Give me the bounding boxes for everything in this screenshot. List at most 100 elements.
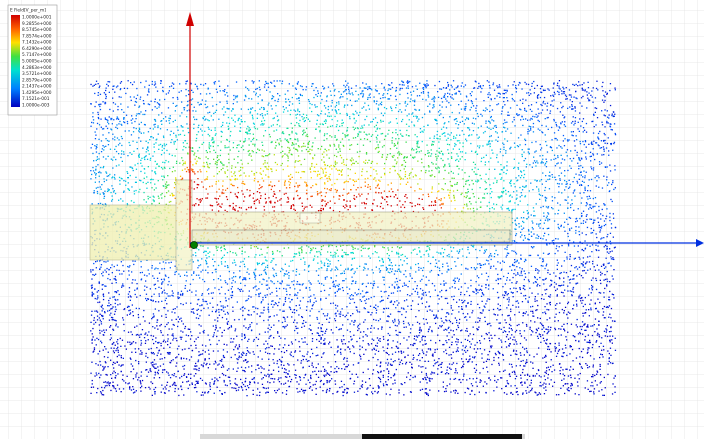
field-point: [318, 93, 319, 94]
field-point: [365, 163, 366, 164]
field-point: [501, 208, 502, 209]
field-point: [336, 156, 337, 157]
field-point: [367, 187, 368, 188]
field-point: [332, 119, 333, 120]
field-point: [597, 299, 598, 300]
field-point: [454, 146, 455, 147]
field-point: [406, 124, 407, 125]
field-point: [506, 255, 507, 256]
field-point: [603, 280, 604, 281]
field-point: [184, 109, 185, 110]
field-point: [529, 95, 530, 96]
field-point: [335, 164, 336, 165]
field-point: [441, 367, 442, 368]
field-point: [142, 329, 143, 330]
field-point: [601, 266, 602, 267]
field-point: [445, 329, 446, 330]
field-point: [279, 381, 280, 382]
field-point: [91, 315, 92, 316]
field-point: [407, 286, 408, 287]
field-point: [599, 369, 600, 370]
field-point: [218, 159, 219, 160]
field-point: [112, 123, 113, 124]
field-point: [346, 135, 347, 136]
field-point: [547, 219, 548, 220]
field-point: [105, 119, 106, 120]
field-point: [578, 157, 579, 158]
field-point: [108, 123, 109, 124]
field-point: [553, 240, 554, 241]
field-point: [490, 158, 491, 159]
field-point: [580, 193, 581, 194]
field-point: [312, 390, 313, 391]
field-point: [321, 159, 322, 160]
field-point: [606, 279, 607, 280]
field-point: [421, 189, 422, 190]
field-point: [574, 123, 575, 124]
field-point: [135, 342, 136, 343]
field-point: [315, 137, 316, 138]
field-point: [327, 382, 328, 383]
field-point: [543, 228, 544, 229]
field-point: [350, 299, 351, 300]
field-point: [515, 378, 516, 379]
field-point: [401, 165, 402, 166]
field-point: [372, 287, 373, 288]
field-point: [136, 182, 137, 183]
field-point: [99, 351, 100, 352]
field-point: [352, 268, 353, 269]
field-point: [299, 376, 300, 377]
field-point: [540, 382, 541, 383]
field-point: [563, 378, 564, 379]
field-point: [478, 277, 479, 278]
field-point: [542, 294, 543, 295]
field-point: [218, 198, 219, 199]
field-point: [472, 338, 473, 339]
field-point: [203, 308, 204, 309]
field-point: [140, 387, 141, 388]
field-point: [466, 96, 467, 97]
field-point: [470, 93, 471, 94]
field-point: [524, 174, 525, 175]
field-point: [324, 369, 325, 370]
field-point: [512, 394, 513, 395]
field-point: [529, 329, 530, 330]
field-point: [94, 317, 95, 318]
field-point: [579, 112, 580, 113]
field-point: [586, 91, 587, 92]
field-point: [253, 351, 254, 352]
field-point: [375, 353, 376, 354]
field-point: [328, 176, 329, 177]
field-point: [571, 104, 572, 105]
field-point: [217, 155, 218, 156]
field-point: [251, 141, 252, 142]
field-point: [512, 196, 513, 197]
field-point: [412, 300, 413, 301]
field-point: [490, 193, 491, 194]
field-point: [593, 198, 594, 199]
field-point: [130, 359, 131, 360]
field-point: [551, 371, 552, 372]
field-point: [194, 153, 195, 154]
field-point: [159, 104, 160, 105]
field-point: [239, 289, 240, 290]
field-point: [462, 345, 463, 346]
field-point: [378, 109, 379, 110]
field-point: [389, 85, 390, 86]
field-point: [495, 131, 496, 132]
field-point: [404, 357, 405, 358]
field-point: [520, 375, 521, 376]
field-point: [335, 380, 336, 381]
field-point: [149, 273, 150, 274]
field-point: [537, 317, 538, 318]
field-point: [360, 358, 361, 359]
field-point: [610, 83, 611, 84]
field-point: [407, 263, 408, 264]
field-point: [570, 366, 571, 367]
field-point: [545, 90, 546, 91]
field-point: [290, 261, 291, 262]
field-point: [541, 324, 542, 325]
field-point: [370, 189, 371, 190]
field-point: [524, 285, 525, 286]
field-point: [324, 315, 325, 316]
